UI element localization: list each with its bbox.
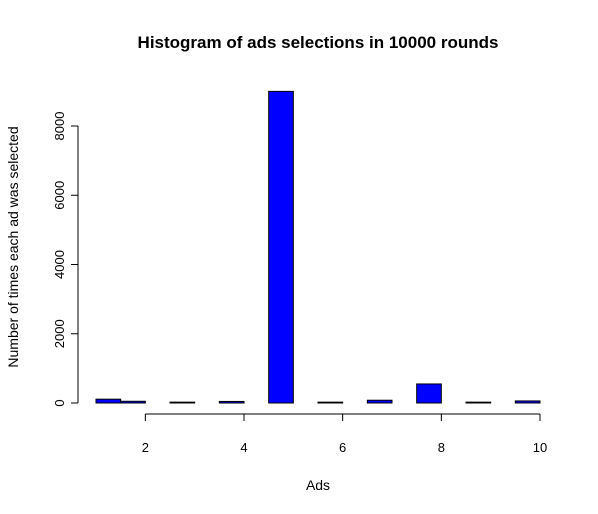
x-tick-label-10: 10 (533, 440, 547, 455)
y-tick-label-2000: 2000 (52, 319, 67, 348)
bar-4 (218, 400, 245, 404)
bar-1 (95, 398, 122, 404)
x-axis: 2 4 6 8 10 (142, 413, 547, 455)
bars-group (95, 90, 541, 404)
bar-8 (416, 383, 442, 404)
x-tick-label-8: 8 (438, 440, 445, 455)
bar-7 (366, 399, 393, 404)
y-tick-label-8000: 8000 (52, 112, 67, 141)
bar-6 (317, 401, 344, 404)
bar-9 (465, 401, 492, 404)
x-axis-label: Ads (306, 477, 330, 493)
y-axis: 0 2000 4000 6000 8000 (52, 112, 79, 407)
x-tick-label-4: 4 (240, 440, 247, 455)
y-tick-label-4000: 4000 (52, 250, 67, 279)
y-tick-label-0: 0 (52, 399, 67, 406)
bar-10 (514, 400, 541, 404)
bar-2 (120, 400, 146, 404)
bar-5 (268, 90, 294, 404)
x-tick-label-2: 2 (142, 440, 149, 455)
y-tick-label-6000: 6000 (52, 181, 67, 210)
bar-3 (169, 401, 196, 404)
y-axis-label: Number of times each ad was selected (5, 126, 21, 367)
x-tick-label-6: 6 (339, 440, 346, 455)
chart-title: Histogram of ads selections in 10000 rou… (138, 33, 499, 52)
